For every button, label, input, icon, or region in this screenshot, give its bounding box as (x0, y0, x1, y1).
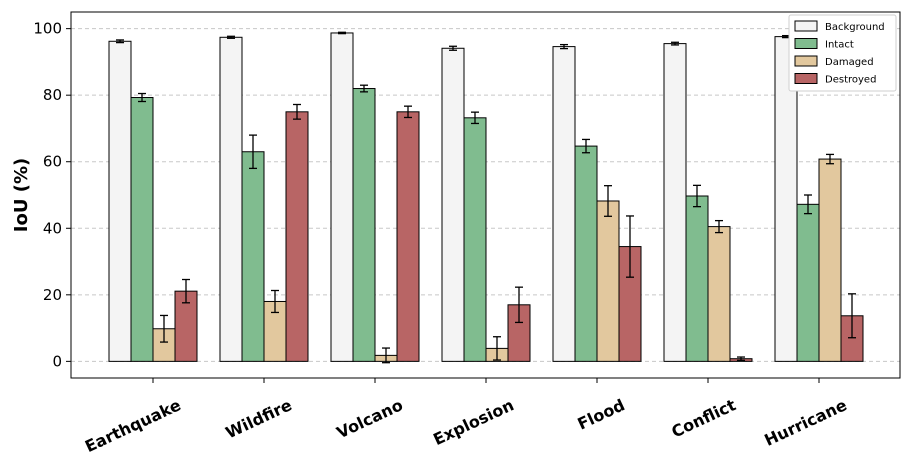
legend-item-destroyed: Destroyed (794, 73, 876, 86)
x-tick-label-volcano: Volcano (334, 395, 406, 442)
y-tick-label: 0 (52, 352, 62, 370)
error-bar-background-explosion (449, 45, 457, 51)
bar-intact-flood (574, 145, 598, 362)
bar-intact-volcano (352, 88, 376, 362)
x-tick-label-explosion: Explosion (430, 395, 516, 449)
y-tick-label: 80 (43, 86, 62, 104)
bar-background-conflict (663, 43, 687, 362)
error-bar-destroyed-earthquake (182, 278, 190, 304)
error-bar-damaged-explosion (493, 336, 501, 361)
error-bar-damaged-hurricane (826, 153, 834, 165)
bar-background-earthquake (108, 40, 132, 362)
legend-label: Damaged (825, 57, 874, 68)
x-tick-label-wildfire: Wildfire (223, 395, 295, 442)
y-axis-title: IoU (%) (11, 158, 32, 232)
legend-item-damaged: Damaged (794, 55, 874, 68)
bar-damaged-hurricane (818, 158, 842, 362)
error-bar-destroyed-volcano (404, 105, 412, 119)
bar-intact-hurricane (796, 203, 820, 362)
error-bar-background-conflict (671, 41, 679, 46)
bar-damaged-flood (596, 200, 620, 362)
error-bar-background-earthquake (116, 39, 124, 44)
error-bar-intact-explosion (471, 111, 479, 125)
y-tick-label: 20 (43, 286, 62, 304)
legend-item-intact: Intact (794, 38, 854, 51)
error-bar-intact-earthquake (138, 92, 146, 103)
bar-intact-earthquake (130, 97, 154, 362)
error-bar-destroyed-explosion (515, 286, 523, 324)
error-bar-destroyed-conflict (737, 356, 745, 362)
legend-swatch (794, 55, 818, 67)
error-bar-background-volcano (338, 31, 346, 35)
x-tick-label-conflict: Conflict (669, 395, 740, 441)
error-bar-damaged-conflict (715, 219, 723, 234)
bar-damaged-conflict (707, 226, 731, 362)
legend-label: Destroyed (825, 75, 876, 86)
error-bar-intact-hurricane (804, 194, 812, 215)
x-tick-label-earthquake: Earthquake (82, 395, 184, 456)
error-bar-background-flood (560, 43, 568, 50)
legend-item-background: Background (794, 20, 885, 33)
legend-box (788, 14, 897, 92)
bar-intact-wildfire (241, 151, 265, 362)
bars (108, 32, 864, 362)
error-bar-intact-conflict (693, 184, 701, 208)
bar-intact-explosion (463, 117, 487, 362)
error-bar-damaged-flood (604, 185, 612, 217)
error-bar-damaged-earthquake (160, 314, 168, 343)
bar-background-explosion (441, 47, 465, 362)
x-tick-label-flood: Flood (575, 395, 628, 433)
error-bar-destroyed-wildfire (293, 103, 301, 120)
legend: Background Intact Damaged Destroyed (788, 14, 897, 92)
legend-label: Intact (825, 40, 854, 51)
legend-label: Background (825, 22, 885, 33)
error-bar-intact-volcano (360, 84, 368, 93)
bar-destroyed-volcano (396, 111, 420, 362)
legend-swatch (794, 20, 818, 32)
error-bar-damaged-wildfire (271, 289, 279, 314)
error-bar-background-wildfire (227, 35, 235, 39)
error-bar-destroyed-flood (626, 215, 634, 278)
y-tick-label: 60 (43, 153, 62, 171)
error-bar-destroyed-hurricane (848, 293, 856, 339)
error-bar-damaged-volcano (382, 347, 390, 364)
bar-background-wildfire (219, 36, 243, 362)
y-tick-label: 40 (43, 219, 62, 237)
bar-background-volcano (330, 32, 354, 362)
bar-destroyed-wildfire (285, 111, 309, 362)
bar-background-flood (552, 46, 576, 362)
error-bar-intact-wildfire (249, 134, 257, 170)
legend-swatch (794, 73, 818, 84)
error-bar-intact-flood (582, 138, 590, 154)
x-tick-label-hurricane: Hurricane (761, 395, 849, 450)
y-tick-label: 100 (33, 20, 62, 38)
legend-swatch (794, 38, 818, 49)
bar-intact-conflict (685, 195, 709, 362)
